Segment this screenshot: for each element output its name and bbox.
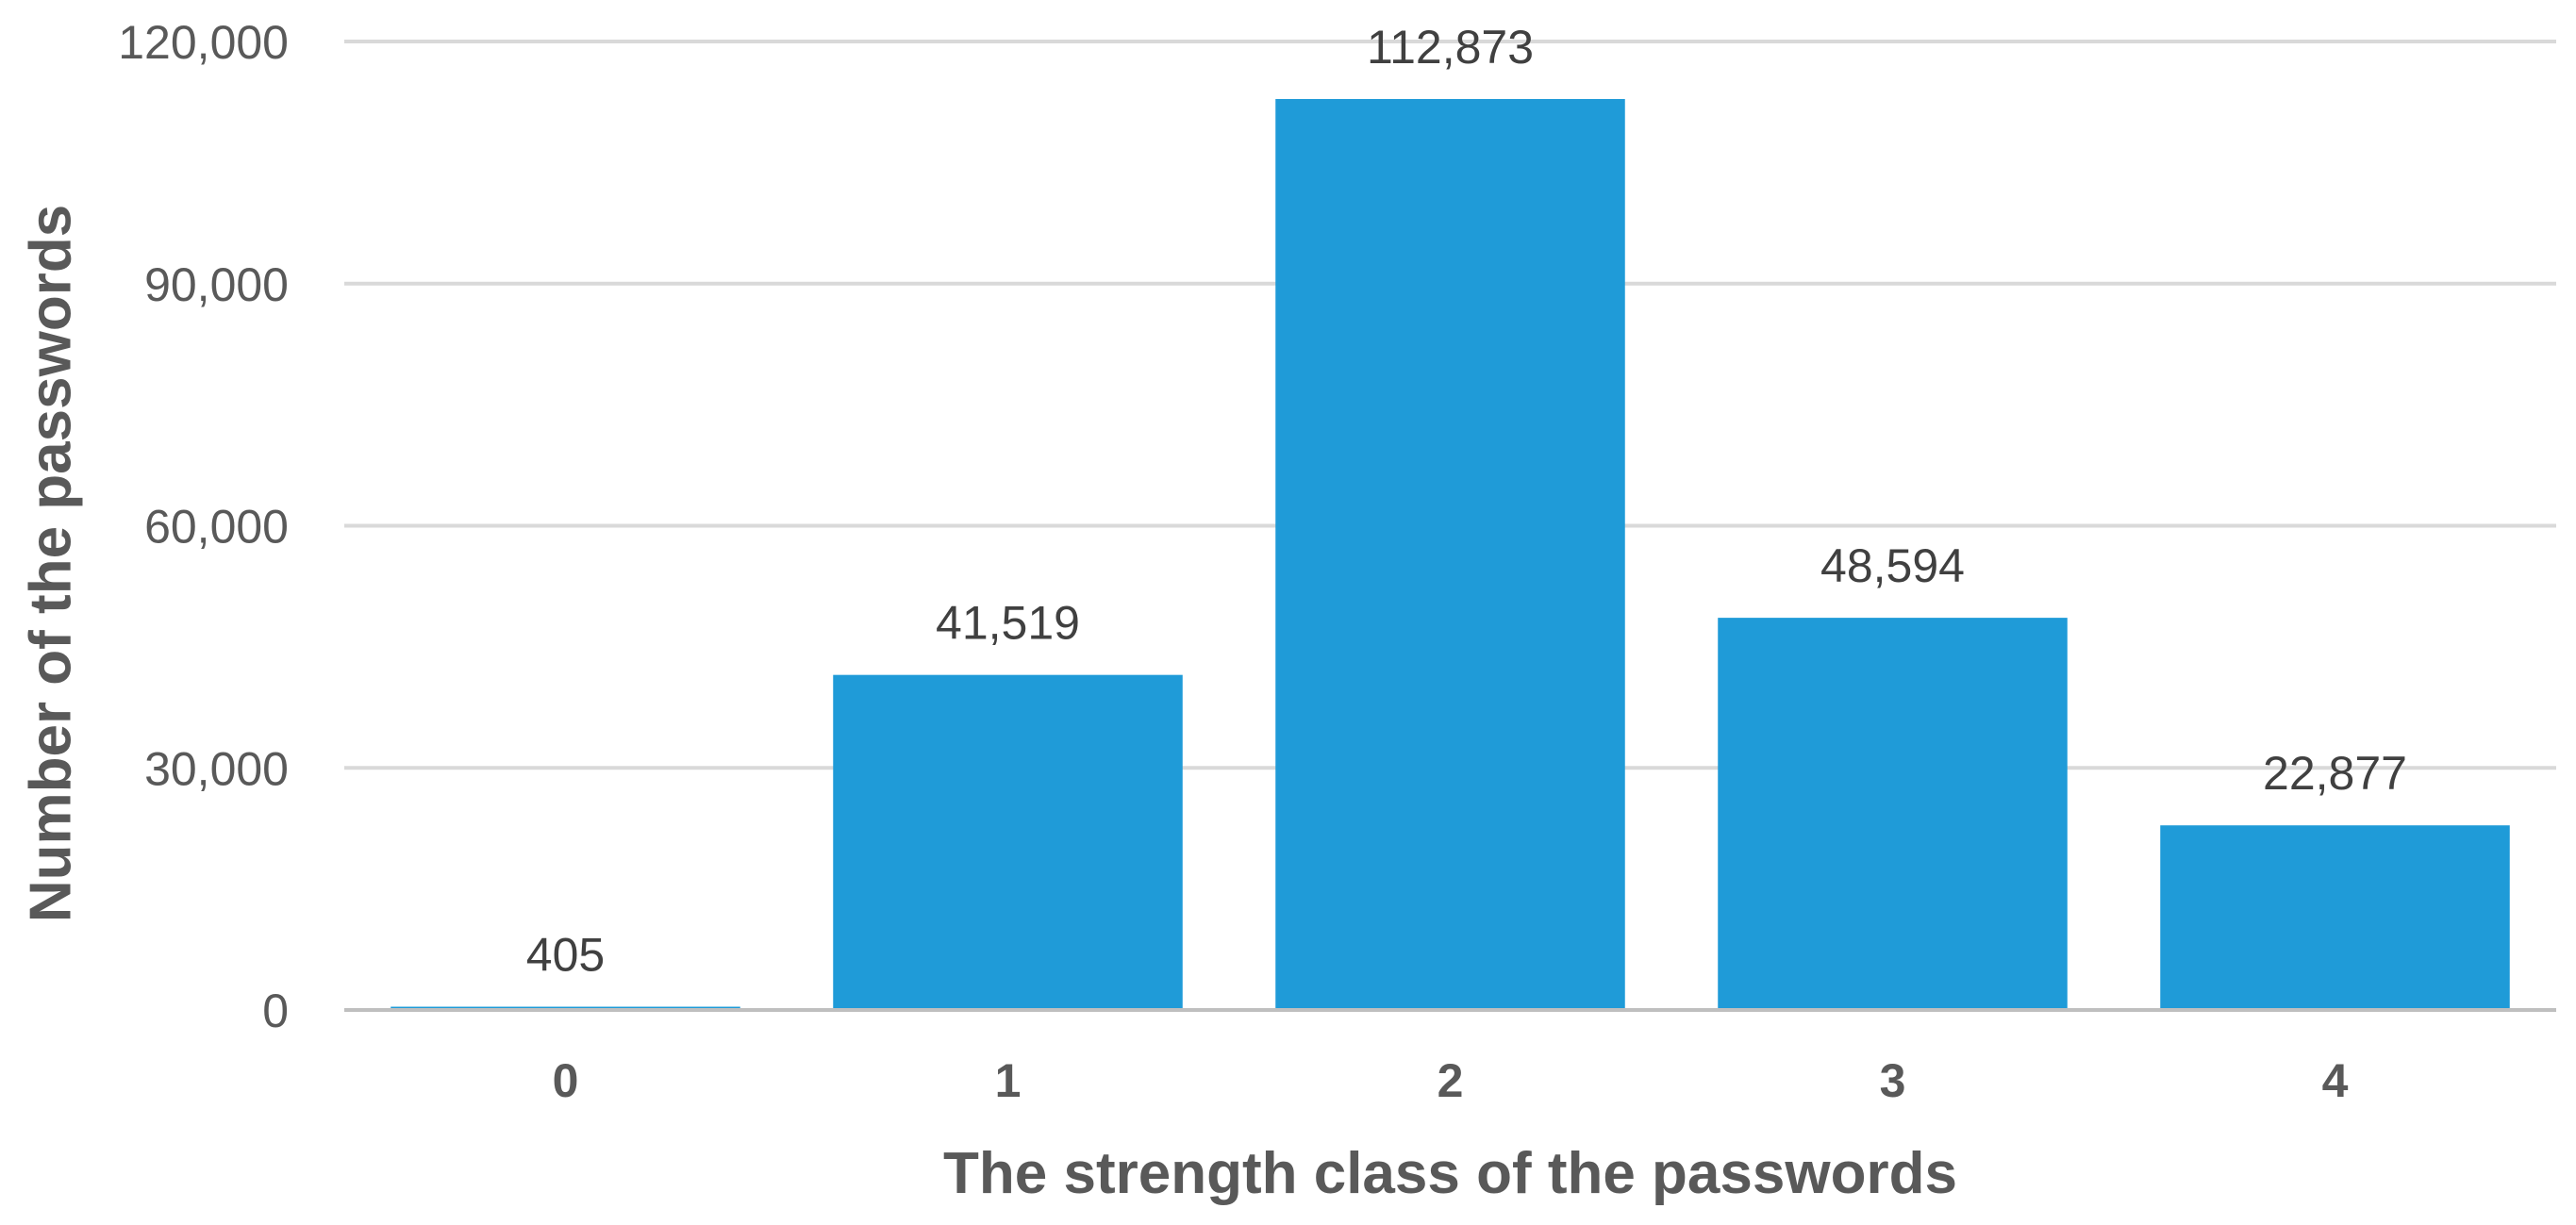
- data-labels: 405 41,519 112,873 48,594 22,877: [526, 21, 2407, 982]
- bar-1: [833, 674, 1183, 1010]
- data-label: 22,877: [2263, 747, 2407, 800]
- x-tick-label: 4: [2322, 1054, 2349, 1107]
- y-tick-labels: 0 30,000 60,000 90,000 120,000: [118, 16, 289, 1037]
- x-tick-label: 3: [1880, 1054, 1906, 1107]
- y-tick-label: 90,000: [144, 258, 289, 311]
- data-label: 48,594: [1820, 539, 1965, 592]
- data-label: 41,519: [936, 597, 1080, 650]
- x-tick-label: 0: [553, 1054, 579, 1107]
- y-tick-label: 60,000: [144, 501, 289, 554]
- bar-2: [1275, 98, 1625, 1010]
- x-axis-title: The strength class of the passwords: [943, 1141, 1957, 1206]
- x-tick-label: 1: [995, 1054, 1022, 1107]
- data-label: 405: [526, 929, 605, 982]
- x-tick-label: 2: [1438, 1054, 1464, 1107]
- y-tick-label: 30,000: [144, 742, 289, 795]
- y-axis-title: Number of the passwords: [19, 205, 84, 922]
- bars: [391, 98, 2510, 1010]
- data-label: 112,873: [1367, 21, 1534, 74]
- y-tick-label: 0: [262, 985, 289, 1037]
- bar-4: [2160, 825, 2510, 1010]
- x-tick-labels: 0 1 2 3 4: [553, 1054, 2349, 1107]
- bar-3: [1718, 618, 2068, 1010]
- y-tick-label: 120,000: [118, 16, 289, 69]
